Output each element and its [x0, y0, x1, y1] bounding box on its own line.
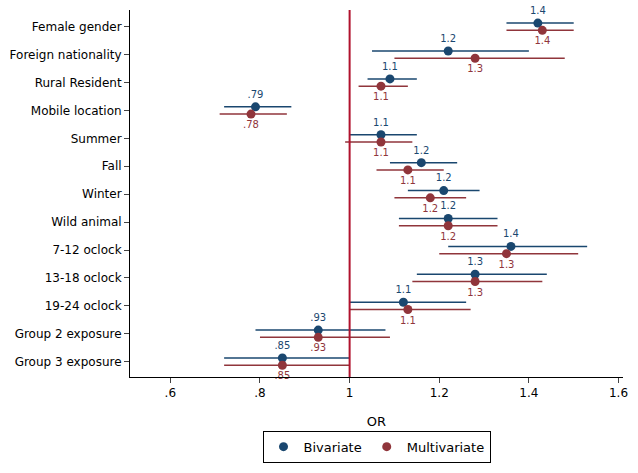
svg-text:.93: .93: [310, 312, 326, 323]
svg-text:Winter: Winter: [82, 187, 122, 201]
svg-text:1.4: 1.4: [534, 35, 550, 46]
svg-text:1.6: 1.6: [609, 386, 628, 400]
svg-text:1.2: 1.2: [436, 172, 452, 183]
svg-text:Wild animal: Wild animal: [51, 215, 121, 229]
svg-text:OR: OR: [367, 414, 386, 429]
svg-text:1.3: 1.3: [467, 256, 483, 267]
svg-text:Multivariate: Multivariate: [407, 440, 484, 455]
svg-text:1.2: 1.2: [413, 145, 429, 156]
svg-text:1.2: 1.2: [430, 386, 449, 400]
svg-text:19-24 oclock: 19-24 oclock: [45, 299, 122, 313]
svg-text:Mobile location: Mobile location: [31, 104, 122, 118]
svg-text:1.1: 1.1: [373, 147, 389, 158]
svg-text:1.1: 1.1: [400, 315, 416, 326]
svg-text:1: 1: [346, 386, 354, 400]
svg-text:.78: .78: [243, 119, 259, 130]
svg-text:.85: .85: [274, 370, 290, 381]
svg-text:.8: .8: [254, 386, 265, 400]
svg-text:Rural Resident: Rural Resident: [35, 76, 122, 90]
svg-text:1.2: 1.2: [440, 231, 456, 242]
svg-text:1.4: 1.4: [530, 5, 546, 16]
svg-text:13-18 oclock: 13-18 oclock: [45, 271, 122, 285]
svg-text:Summer: Summer: [71, 132, 122, 146]
svg-text:.93: .93: [310, 342, 326, 353]
svg-text:.79: .79: [248, 89, 264, 100]
svg-text:Fall: Fall: [102, 159, 122, 173]
svg-text:1.3: 1.3: [467, 287, 483, 298]
svg-text:1.1: 1.1: [373, 117, 389, 128]
svg-text:1.2: 1.2: [422, 203, 438, 214]
svg-text:1.4: 1.4: [503, 228, 519, 239]
svg-text:Group 2 exposure: Group 2 exposure: [15, 327, 122, 341]
svg-text:Foreign nationality: Foreign nationality: [10, 48, 122, 62]
svg-text:1.1: 1.1: [395, 284, 411, 295]
svg-text:1.2: 1.2: [440, 33, 456, 44]
svg-text:1.4: 1.4: [519, 386, 538, 400]
svg-text:1.2: 1.2: [440, 200, 456, 211]
svg-text:1.1: 1.1: [400, 175, 416, 186]
svg-text:Bivariate: Bivariate: [304, 440, 362, 455]
svg-text:1.1: 1.1: [382, 61, 398, 72]
svg-text:7-12 oclock: 7-12 oclock: [52, 243, 121, 257]
svg-text:.6: .6: [165, 386, 176, 400]
svg-text:1.1: 1.1: [373, 91, 389, 102]
svg-text:1.3: 1.3: [499, 259, 515, 270]
svg-text:1.3: 1.3: [467, 63, 483, 74]
svg-text:.85: .85: [274, 340, 290, 351]
svg-text:Female gender: Female gender: [32, 20, 122, 34]
svg-text:Group 3 exposure: Group 3 exposure: [15, 355, 122, 369]
